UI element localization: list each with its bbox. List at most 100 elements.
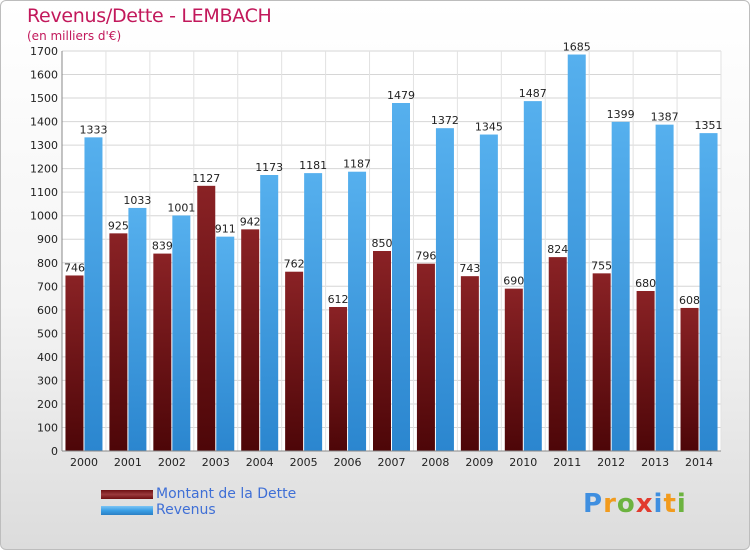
bar-revenus — [392, 103, 410, 451]
logo-letter: i — [676, 489, 687, 519]
bar-revenus — [699, 133, 718, 451]
logo-letter: i — [653, 489, 664, 519]
x-tick-label: 2005 — [290, 456, 318, 469]
data-label-dette: 608 — [679, 294, 700, 307]
data-label-revenus: 1351 — [695, 119, 723, 132]
bar-revenus — [655, 124, 674, 451]
y-tick-label: 1700 — [30, 45, 58, 58]
data-label-revenus: 1345 — [475, 121, 503, 134]
logo-letter: P — [583, 489, 604, 519]
data-label-dette: 743 — [459, 262, 480, 275]
logo-letter: x — [635, 489, 654, 519]
bar-dette — [65, 275, 84, 451]
legend-label-revenus: Revenus — [156, 502, 216, 518]
bar-revenus — [304, 173, 323, 451]
data-label-revenus: 1187 — [343, 158, 371, 171]
bar-revenus — [172, 215, 191, 451]
x-tick-label: 2000 — [70, 456, 98, 469]
bar-dette — [680, 307, 699, 451]
data-label-revenus: 1487 — [519, 87, 547, 100]
data-label-revenus: 1479 — [387, 89, 415, 102]
y-tick-label: 1400 — [30, 116, 58, 129]
x-tick-label: 2006 — [334, 456, 362, 469]
y-tick-label: 200 — [37, 398, 58, 411]
data-label-revenus: 1173 — [255, 161, 283, 174]
data-label-dette: 1127 — [192, 172, 220, 185]
x-tick-label: 2009 — [465, 456, 493, 469]
data-label-revenus: 1333 — [79, 123, 107, 136]
bar-dette — [109, 233, 128, 451]
data-label-revenus: 1033 — [123, 194, 151, 207]
y-tick-label: 700 — [37, 280, 58, 293]
y-tick-label: 1500 — [30, 92, 58, 105]
data-label-dette: 942 — [240, 215, 261, 228]
legend-swatch-dette — [101, 490, 153, 499]
data-label-dette: 612 — [328, 293, 349, 306]
y-tick-label: 1100 — [30, 186, 58, 199]
data-label-dette: 925 — [108, 219, 129, 232]
data-label-dette: 850 — [372, 237, 393, 250]
y-tick-label: 800 — [37, 257, 58, 270]
y-tick-label: 1600 — [30, 69, 58, 82]
data-label-dette: 824 — [547, 243, 568, 256]
data-label-dette: 839 — [152, 240, 173, 253]
bar-revenus — [567, 54, 586, 451]
data-label-dette: 746 — [64, 261, 85, 274]
y-tick-label: 0 — [51, 445, 58, 458]
bar-revenus — [523, 101, 542, 451]
y-tick-label: 600 — [37, 304, 58, 317]
logo-letter: t — [663, 489, 677, 519]
proxiti-logo: Proxiti — [583, 489, 687, 519]
legend-label-dette: Montant de la Dette — [156, 486, 297, 502]
bar-dette — [504, 288, 523, 451]
x-tick-label: 2001 — [114, 456, 142, 469]
logo-letter: o — [616, 489, 636, 519]
bar-dette — [329, 307, 348, 451]
data-label-revenus: 1001 — [167, 201, 195, 214]
bar-dette — [153, 253, 172, 451]
bar-revenus — [260, 175, 279, 451]
bar-revenus — [128, 207, 147, 451]
data-label-revenus: 911 — [215, 223, 236, 236]
logo-letter: r — [603, 489, 617, 519]
data-label-dette: 690 — [503, 275, 524, 288]
data-label-dette: 680 — [635, 277, 656, 290]
bar-dette — [416, 263, 435, 451]
y-tick-label: 900 — [37, 233, 58, 246]
x-tick-label: 2014 — [685, 456, 713, 469]
data-label-dette: 755 — [591, 259, 612, 272]
y-tick-label: 500 — [37, 327, 58, 340]
x-tick-label: 2004 — [246, 456, 274, 469]
y-tick-label: 300 — [37, 374, 58, 387]
data-label-dette: 762 — [284, 258, 305, 271]
y-tick-label: 100 — [37, 421, 58, 434]
data-label-revenus: 1399 — [607, 108, 635, 121]
bar-dette — [548, 257, 567, 451]
x-tick-label: 2010 — [509, 456, 537, 469]
x-tick-label: 2011 — [553, 456, 581, 469]
bar-dette — [373, 251, 391, 451]
legend-swatch-revenus — [101, 506, 153, 515]
bar-revenus — [479, 134, 498, 451]
y-tick-label: 1200 — [30, 163, 58, 176]
plot-area — [62, 51, 721, 451]
chart-title: Revenus/Dette - LEMBACH — [27, 5, 272, 27]
bar-revenus — [84, 137, 103, 451]
bar-revenus — [216, 236, 235, 451]
x-tick-label: 2008 — [421, 456, 449, 469]
bar-dette — [460, 276, 479, 451]
bar-dette — [241, 229, 260, 451]
x-tick-label: 2003 — [202, 456, 230, 469]
data-label-revenus: 1181 — [299, 159, 327, 172]
bar-dette — [197, 185, 216, 451]
data-label-dette: 796 — [415, 250, 436, 263]
y-tick-label: 1000 — [30, 210, 58, 223]
bar-revenus — [435, 128, 454, 452]
y-tick-label: 400 — [37, 351, 58, 364]
data-label-revenus: 1387 — [651, 111, 679, 124]
bar-revenus — [348, 171, 367, 452]
data-label-revenus: 1685 — [563, 41, 591, 54]
data-label-revenus: 1372 — [431, 114, 459, 127]
